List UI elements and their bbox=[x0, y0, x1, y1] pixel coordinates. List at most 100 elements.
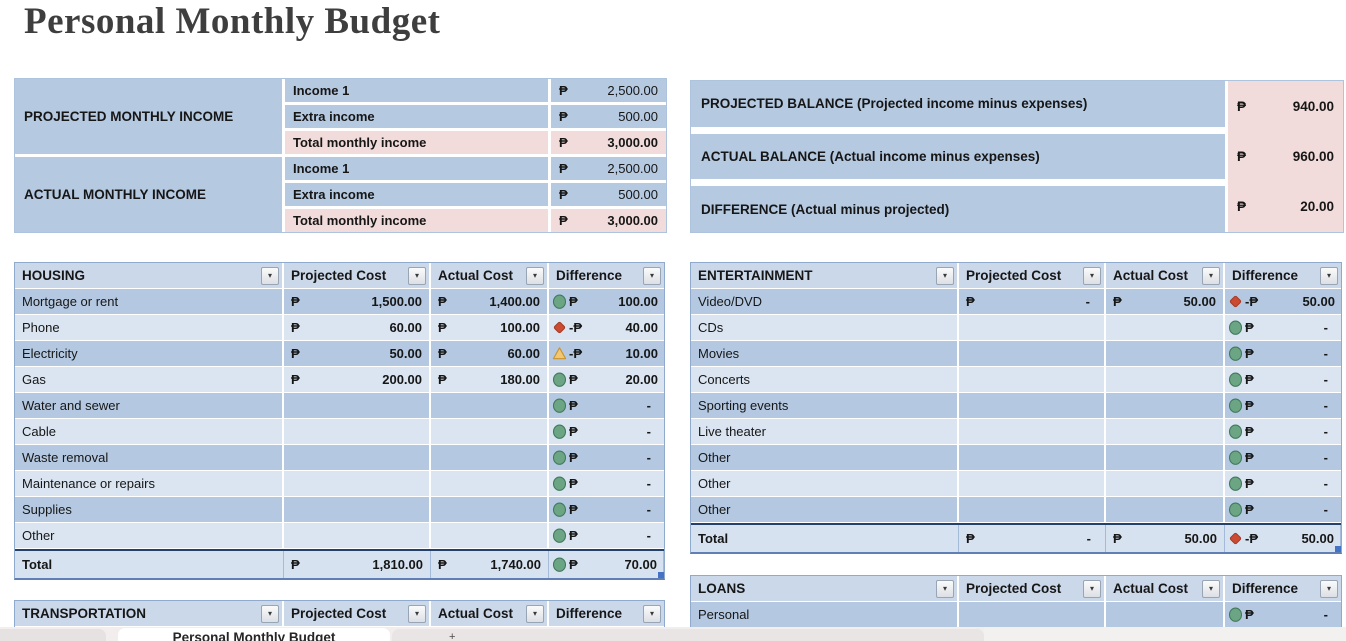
balance-value-cell[interactable]: ₱ 940.00 bbox=[1228, 81, 1343, 131]
actual-cost-cell[interactable] bbox=[1106, 341, 1225, 367]
actual-cost-cell[interactable] bbox=[431, 445, 549, 471]
filter-dropdown-button[interactable]: ▾ bbox=[643, 604, 661, 623]
item-cell[interactable]: Total bbox=[691, 525, 959, 552]
projected-cost-cell[interactable] bbox=[959, 471, 1106, 497]
difference-cell[interactable]: ₱ - bbox=[549, 419, 664, 445]
income-value-cell[interactable]: ₱ 2,500.00 bbox=[551, 157, 666, 180]
actual-cost-cell[interactable] bbox=[1106, 471, 1225, 497]
balance-label-cell[interactable]: PROJECTED BALANCE (Projected income minu… bbox=[691, 81, 1225, 127]
actual-cost-cell[interactable] bbox=[1106, 497, 1225, 523]
difference-cell[interactable]: -₱ 50.00 bbox=[1225, 525, 1341, 552]
filter-dropdown-button[interactable]: ▾ bbox=[408, 604, 426, 623]
table-resize-handle[interactable] bbox=[658, 572, 664, 578]
item-cell[interactable]: Total bbox=[15, 551, 284, 578]
difference-cell[interactable]: ₱ 70.00 bbox=[549, 551, 664, 578]
item-cell[interactable]: Cable bbox=[15, 419, 284, 445]
projected-cost-cell[interactable] bbox=[959, 393, 1106, 419]
projected-cost-cell[interactable]: ₱ - bbox=[959, 525, 1106, 552]
projected-cost-cell[interactable]: ₱ 60.00 bbox=[284, 315, 431, 341]
income-value-cell[interactable]: ₱ 500.00 bbox=[551, 105, 666, 128]
actual-cost-cell[interactable] bbox=[1106, 367, 1225, 393]
projected-cost-cell[interactable] bbox=[284, 497, 431, 523]
item-cell[interactable]: Other bbox=[15, 523, 284, 549]
projected-cost-cell[interactable]: ₱ 50.00 bbox=[284, 341, 431, 367]
item-cell[interactable]: Other bbox=[691, 445, 959, 471]
income-item-cell[interactable]: Income 1 bbox=[285, 79, 548, 102]
difference-cell[interactable]: ₱ - bbox=[1225, 471, 1341, 497]
filter-dropdown-button[interactable]: ▾ bbox=[1202, 266, 1220, 285]
difference-cell[interactable]: -₱ 10.00 bbox=[549, 341, 664, 367]
actual-cost-cell[interactable] bbox=[431, 419, 549, 445]
difference-cell[interactable]: ₱ - bbox=[1225, 497, 1341, 523]
actual-cost-cell[interactable] bbox=[1106, 602, 1225, 628]
income-group-label[interactable]: ACTUAL MONTHLY INCOME bbox=[15, 157, 282, 232]
table-resize-handle[interactable] bbox=[1335, 546, 1341, 552]
actual-cost-cell[interactable] bbox=[1106, 419, 1225, 445]
item-cell[interactable]: Maintenance or repairs bbox=[15, 471, 284, 497]
projected-cost-cell[interactable] bbox=[959, 419, 1106, 445]
item-cell[interactable]: Movies bbox=[691, 341, 959, 367]
income-item-cell[interactable]: Extra income bbox=[285, 105, 548, 128]
item-cell[interactable]: Sporting events bbox=[691, 393, 959, 419]
sheet-tab-partial-left[interactable] bbox=[0, 629, 106, 641]
actual-cost-cell[interactable] bbox=[431, 523, 549, 549]
projected-cost-cell[interactable]: ₱ 200.00 bbox=[284, 367, 431, 393]
actual-cost-cell[interactable] bbox=[1106, 315, 1225, 341]
income-group-label[interactable]: PROJECTED MONTHLY INCOME bbox=[15, 79, 282, 154]
filter-dropdown-button[interactable]: ▾ bbox=[1083, 266, 1101, 285]
actual-cost-cell[interactable]: ₱ 50.00 bbox=[1106, 525, 1225, 552]
income-value-cell[interactable]: ₱ 3,000.00 bbox=[551, 209, 666, 232]
income-item-cell[interactable]: Extra income bbox=[285, 183, 548, 206]
actual-cost-cell[interactable] bbox=[431, 393, 549, 419]
filter-dropdown-button[interactable]: ▾ bbox=[408, 266, 426, 285]
projected-cost-cell[interactable] bbox=[959, 315, 1106, 341]
income-value-cell[interactable]: ₱ 500.00 bbox=[551, 183, 666, 206]
filter-dropdown-button[interactable]: ▾ bbox=[261, 604, 279, 623]
actual-cost-cell[interactable]: ₱ 50.00 bbox=[1106, 289, 1225, 315]
item-cell[interactable]: Waste removal bbox=[15, 445, 284, 471]
item-cell[interactable]: Electricity bbox=[15, 341, 284, 367]
item-cell[interactable]: Personal bbox=[691, 602, 959, 628]
projected-cost-cell[interactable] bbox=[959, 602, 1106, 628]
difference-cell[interactable]: ₱ - bbox=[549, 471, 664, 497]
projected-cost-cell[interactable] bbox=[959, 445, 1106, 471]
income-value-cell[interactable]: ₱ 2,500.00 bbox=[551, 79, 666, 102]
balance-label-cell[interactable]: DIFFERENCE (Actual minus projected) bbox=[691, 186, 1225, 232]
item-cell[interactable]: Live theater bbox=[691, 419, 959, 445]
actual-cost-cell[interactable] bbox=[431, 497, 549, 523]
item-cell[interactable]: Phone bbox=[15, 315, 284, 341]
sheet-tab-partial-right[interactable]: + bbox=[392, 629, 984, 641]
income-item-cell[interactable]: Income 1 bbox=[285, 157, 548, 180]
difference-cell[interactable]: ₱ - bbox=[1225, 393, 1341, 419]
sheet-tab-active[interactable]: Personal Monthly Budget bbox=[118, 628, 390, 641]
actual-cost-cell[interactable] bbox=[1106, 393, 1225, 419]
item-cell[interactable]: Concerts bbox=[691, 367, 959, 393]
income-value-cell[interactable]: ₱ 3,000.00 bbox=[551, 131, 666, 154]
difference-cell[interactable]: ₱ - bbox=[549, 523, 664, 549]
filter-dropdown-button[interactable]: ▾ bbox=[1320, 579, 1338, 598]
projected-cost-cell[interactable] bbox=[959, 367, 1106, 393]
filter-dropdown-button[interactable]: ▾ bbox=[261, 266, 279, 285]
filter-dropdown-button[interactable]: ▾ bbox=[643, 266, 661, 285]
new-sheet-icon[interactable]: + bbox=[449, 631, 456, 641]
difference-cell[interactable]: ₱ - bbox=[1225, 341, 1341, 367]
filter-dropdown-button[interactable]: ▾ bbox=[936, 579, 954, 598]
balance-value-cell[interactable]: ₱ 960.00 bbox=[1228, 131, 1343, 181]
projected-cost-cell[interactable]: ₱ 1,500.00 bbox=[284, 289, 431, 315]
projected-cost-cell[interactable]: ₱ 1,810.00 bbox=[284, 551, 431, 578]
income-item-cell[interactable]: Total monthly income bbox=[285, 209, 548, 232]
item-cell[interactable]: Other bbox=[691, 497, 959, 523]
actual-cost-cell[interactable]: ₱ 60.00 bbox=[431, 341, 549, 367]
difference-cell[interactable]: ₱ - bbox=[1225, 602, 1341, 628]
actual-cost-cell[interactable] bbox=[1106, 445, 1225, 471]
filter-dropdown-button[interactable]: ▾ bbox=[936, 266, 954, 285]
projected-cost-cell[interactable] bbox=[284, 419, 431, 445]
item-cell[interactable]: Supplies bbox=[15, 497, 284, 523]
filter-dropdown-button[interactable]: ▾ bbox=[1083, 579, 1101, 598]
actual-cost-cell[interactable]: ₱ 180.00 bbox=[431, 367, 549, 393]
difference-cell[interactable]: ₱ 100.00 bbox=[549, 289, 664, 315]
filter-dropdown-button[interactable]: ▾ bbox=[1320, 266, 1338, 285]
item-cell[interactable]: Other bbox=[691, 471, 959, 497]
balance-value-cell[interactable]: ₱ 20.00 bbox=[1228, 182, 1343, 232]
difference-cell[interactable]: ₱ - bbox=[1225, 445, 1341, 471]
